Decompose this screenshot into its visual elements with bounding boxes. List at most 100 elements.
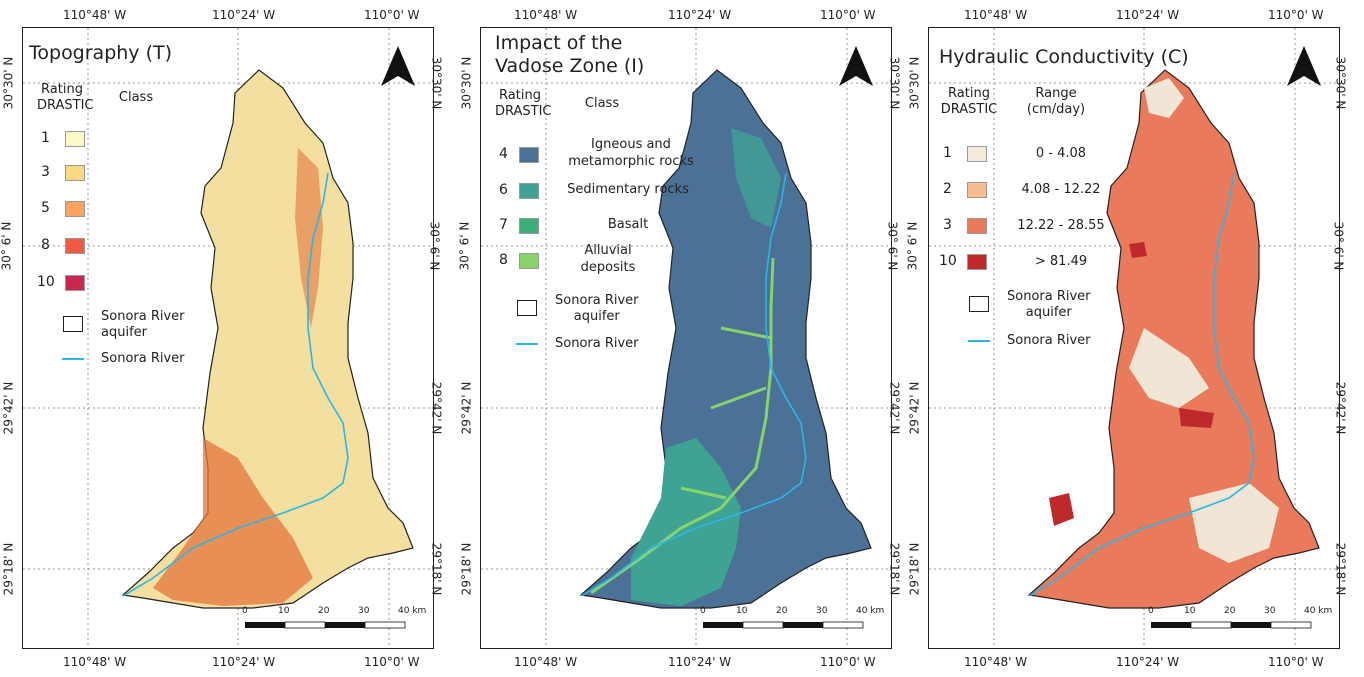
scale-label: 40 km — [398, 606, 427, 616]
rating-value: 6 — [499, 182, 508, 198]
rating-value: 3 — [943, 217, 952, 233]
aquifer-legend-label: Sonora River aquifer — [555, 293, 639, 325]
alluvial-channels — [590, 257, 775, 595]
class-header: Class — [118, 90, 154, 105]
coord-top-3: 110°0' W — [820, 8, 876, 22]
aquifer-label-line2: aquifer — [1025, 305, 1072, 320]
river-legend-symbol — [516, 343, 538, 345]
aquifer-legend-symbol — [63, 316, 83, 332]
scale-label: 10 — [1184, 606, 1196, 616]
coord-left-2: 30° 6' N — [0, 221, 14, 271]
aquifer-shape — [121, 69, 414, 609]
coord-bottom-3: 110°0' W — [364, 655, 420, 669]
rating-header-line2: DRASTIC — [940, 102, 998, 117]
scale-label: 30 — [358, 606, 370, 616]
coord-top-3: 110°0' W — [1268, 8, 1324, 22]
panel-title: Impact of the Vadose Zone (I) — [495, 32, 644, 78]
coord-bottom-1: 110°48' W — [514, 655, 578, 669]
legend-swatch — [967, 146, 987, 162]
coord-left-2: 30° 6' N — [457, 221, 472, 271]
coord-right-1: 30°30' N — [1333, 56, 1348, 110]
sedimentary-ridge — [731, 128, 781, 228]
river-legend-symbol — [968, 340, 990, 342]
low-conductivity-zone — [1144, 78, 1184, 118]
coord-bottom-2: 110°24' W — [668, 655, 732, 669]
legend-swatch — [65, 201, 85, 217]
map-frame: Hydraulic Conductivity (C) Rating DRASTI… — [928, 27, 1340, 649]
coord-right-2: 30° 6' N — [885, 221, 900, 271]
map-frame: Topography (T) Rating DRASTIC Class 1 3 … — [22, 27, 434, 649]
coord-top-2: 110°24' W — [668, 8, 732, 22]
north-arrow-icon — [381, 46, 415, 86]
coord-bottom-1: 110°48' W — [964, 655, 1028, 669]
sonora-river — [1028, 172, 1255, 597]
rating-value: 10 — [939, 253, 957, 269]
aquifer-legend-symbol — [517, 300, 537, 316]
rating-header-line2: DRASTIC — [37, 98, 94, 113]
scale-label: 20 — [1224, 606, 1236, 616]
class-label: 0 - 4.08 — [1035, 146, 1087, 161]
rating-value: 3 — [41, 164, 50, 180]
relief-zone — [153, 438, 313, 606]
panel-title: Hydraulic Conductivity (C) — [939, 46, 1189, 68]
coord-left-1: 30°30' N — [459, 56, 474, 110]
low-conductivity-zone — [1189, 483, 1279, 563]
rating-value: 1 — [41, 130, 50, 146]
rating-value: 1 — [943, 145, 952, 161]
class-label: 4.08 - 12.22 — [1021, 182, 1101, 197]
coord-top-2: 110°24' W — [212, 8, 276, 22]
legend-swatch — [519, 253, 539, 269]
coord-left-4: 29°18' N — [1, 542, 16, 596]
rating-header-line1: Rating — [41, 82, 83, 97]
legend-swatch — [65, 165, 85, 181]
aquifer-label-line1: Sonora River — [101, 309, 185, 324]
legend-swatch — [967, 254, 987, 270]
coord-right-3: 29°42' N — [1333, 381, 1348, 435]
rating-header: Rating DRASTIC — [37, 82, 94, 114]
river-legend-label: Sonora River — [101, 351, 185, 366]
scale-label: 30 — [1264, 606, 1276, 616]
coord-bottom-3: 110°0' W — [1268, 655, 1324, 669]
aquifer-legend-label: Sonora River aquifer — [101, 309, 185, 341]
aquifer-label-line1: Sonora River — [555, 293, 639, 308]
coord-top-2: 110°24' W — [1116, 8, 1180, 22]
class-label: Sedimentary rocks — [567, 182, 689, 197]
scale-label: 20 — [776, 606, 788, 616]
scale-label: 40 km — [1304, 606, 1333, 616]
aquifer-legend-label: Sonora River aquifer — [1007, 289, 1091, 321]
coord-right-3: 29°42' N — [887, 381, 902, 435]
class-header: Class — [584, 96, 620, 111]
scale-bar — [245, 621, 406, 629]
river-legend-label: Sonora River — [555, 336, 639, 351]
scale-label: 40 km — [856, 606, 885, 616]
rating-value: 10 — [37, 274, 55, 290]
north-arrow-icon — [1287, 46, 1321, 86]
coord-right-2: 30° 6' N — [1331, 221, 1346, 271]
sedimentary-zone — [631, 438, 741, 606]
coord-top-1: 110°48' W — [964, 8, 1028, 22]
aquifer-label-line2: aquifer — [573, 309, 620, 324]
panel-title-line2: Vadose Zone (I) — [495, 55, 645, 77]
sonora-river — [580, 172, 807, 597]
class-header-line1: Range — [1035, 86, 1077, 101]
class-header-line2: (cm/day) — [1026, 102, 1086, 117]
rating-header: Rating DRASTIC — [937, 86, 1001, 118]
coord-bottom-1: 110°48' W — [63, 655, 127, 669]
aquifer-label-line2: aquifer — [101, 325, 147, 340]
legend-swatch — [967, 182, 987, 198]
legend-swatch — [65, 275, 85, 291]
scale-label: 0 — [242, 606, 248, 616]
scale-label: 20 — [318, 606, 330, 616]
map-frame: Impact of the Vadose Zone (I) Rating DRA… — [480, 27, 892, 649]
coord-left-1: 30°30' N — [907, 56, 922, 110]
legend-swatch — [519, 183, 539, 199]
sonora-river — [122, 172, 349, 597]
map-svg — [929, 28, 1339, 648]
class-label: > 81.49 — [1034, 254, 1088, 269]
coord-left-3: 29°42' N — [907, 381, 922, 435]
north-arrow-icon — [839, 46, 873, 86]
legend-swatch — [967, 218, 987, 234]
panel-hydraulic-conductivity: 110°48' W 110°24' W 110°0' W Hydraulic C… — [905, 0, 1364, 677]
aquifer-legend-symbol — [969, 296, 989, 312]
rating-header-line1: Rating — [499, 88, 541, 103]
